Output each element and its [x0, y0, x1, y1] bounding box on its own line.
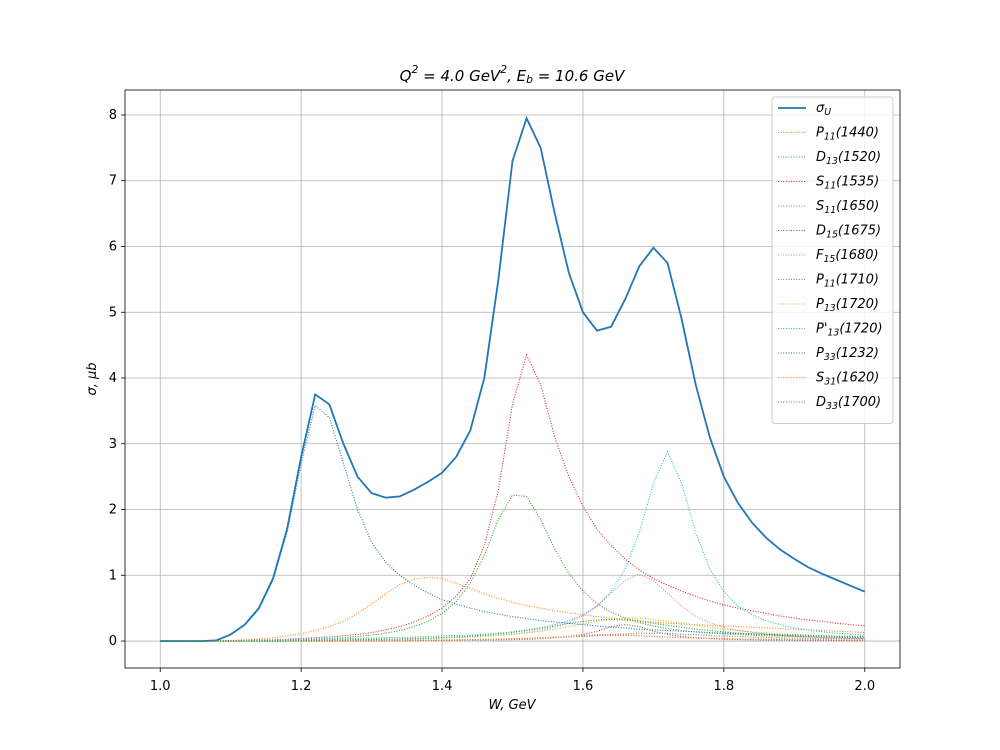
legend-label: S11(1535)	[816, 174, 879, 191]
y-tick-label: 7	[109, 173, 117, 188]
y-tick-label: 1	[109, 568, 117, 583]
legend-label: D15(1675)	[816, 223, 881, 240]
axes-frame	[124, 89, 901, 669]
y-tick-label: 8	[109, 107, 117, 122]
y-axis-label: σ, μb	[85, 362, 100, 395]
legend-label: P11(1440)	[816, 125, 879, 142]
series-line	[160, 576, 865, 642]
legend-label: P11(1710)	[816, 272, 879, 289]
legend-label: σU	[816, 101, 831, 118]
chart-title: Q2 = 4.0 GeV2, Eb = 10.6 GeV	[400, 63, 626, 86]
x-tick-label: 1.0	[150, 679, 171, 694]
legend-label: P13(1720)	[816, 297, 879, 314]
legend-label: D13(1520)	[816, 150, 881, 167]
x-tick-label: 1.4	[432, 679, 453, 694]
legend-label: D33(1700)	[816, 395, 881, 412]
series-line	[160, 115, 866, 642]
legend-label: F15(1680)	[816, 248, 879, 265]
y-tick-label: 2	[109, 502, 117, 517]
series-line	[160, 450, 865, 642]
legend: σU P11(1440) D13(1520) S11(1535) S11(1650) D1…	[771, 96, 894, 424]
legend-label: P33(1232)	[816, 346, 879, 363]
y-tick-label: 0	[109, 634, 117, 649]
ticks: 1.0 1.2 1.4 1.6 1.8 2.0 0 1 2 3 4 5 6 7 8	[109, 107, 875, 693]
legend-label: P'13(1720)	[816, 321, 883, 338]
series-line	[160, 618, 865, 642]
y-tick-label: 3	[109, 436, 117, 451]
legend-label: S11(1650)	[816, 199, 879, 216]
x-tick-label: 1.8	[714, 679, 735, 694]
y-tick-label: 6	[109, 239, 117, 254]
x-axis-label: W, GeV	[488, 698, 536, 713]
x-tick-label: 1.6	[573, 679, 594, 694]
series-line	[160, 404, 865, 642]
legend-label: S31(1620)	[816, 370, 879, 387]
y-tick-label: 5	[109, 305, 117, 320]
grid	[125, 90, 900, 668]
legend-box	[771, 96, 894, 424]
x-tick-label: 1.2	[291, 679, 312, 694]
y-tick-label: 4	[109, 371, 117, 386]
x-tick-label: 2.0	[854, 679, 875, 694]
plot-lines	[160, 115, 866, 642]
